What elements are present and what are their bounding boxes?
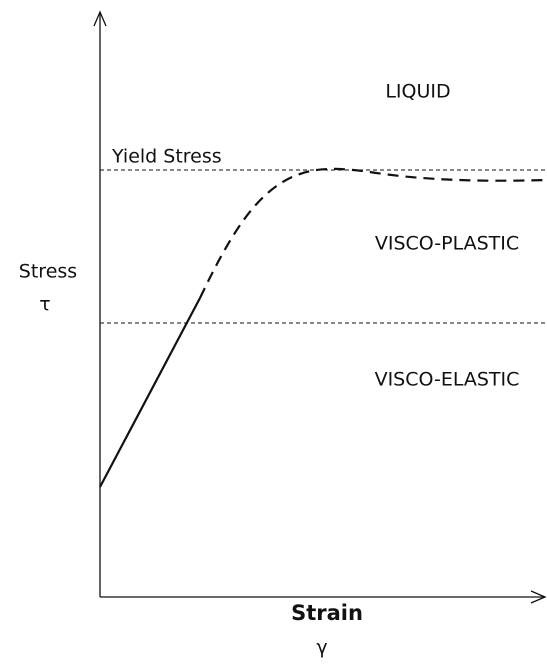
y-axis-label: Stress [19,261,77,283]
plastic-curve [199,167,547,299]
region-label: LIQUID [385,81,450,103]
y-axis-arrow [93,10,107,27]
region-label: VISCO-ELASTIC [375,369,520,391]
x-axis-label: Strain [291,601,363,625]
yield-label: Yield Stress [111,146,222,168]
x-axis-symbol: γ [316,637,327,659]
x-axis-arrow [530,590,547,604]
y-axis-symbol: τ [39,294,50,316]
region-label: VISCO-PLASTIC [375,233,519,255]
elastic-curve [99,297,201,488]
